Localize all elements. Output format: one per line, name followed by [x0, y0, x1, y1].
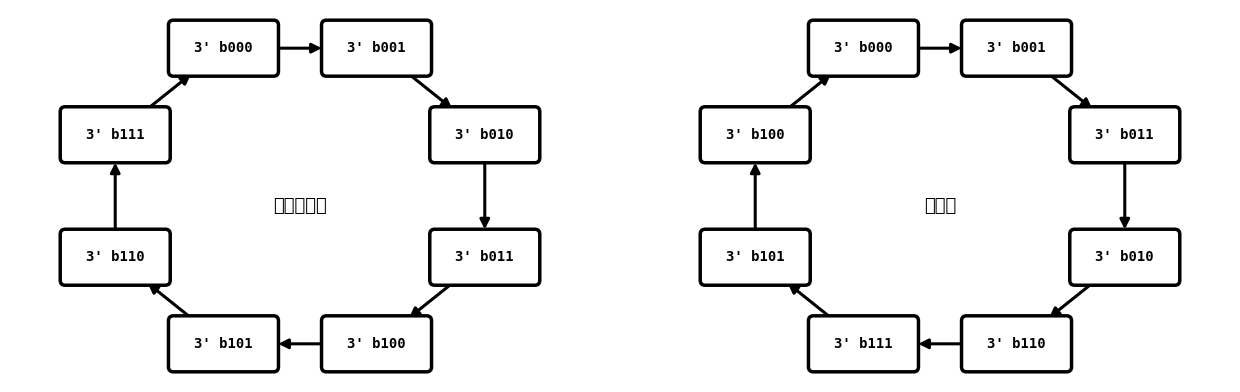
FancyBboxPatch shape — [169, 316, 279, 372]
FancyBboxPatch shape — [808, 316, 919, 372]
Text: 3' b011: 3' b011 — [455, 250, 515, 264]
FancyBboxPatch shape — [1070, 107, 1179, 163]
Text: 3' b001: 3' b001 — [987, 41, 1045, 55]
Text: 普通二进制: 普通二进制 — [273, 197, 327, 215]
FancyBboxPatch shape — [701, 107, 810, 163]
FancyBboxPatch shape — [1070, 229, 1179, 285]
FancyBboxPatch shape — [169, 20, 279, 76]
FancyBboxPatch shape — [961, 20, 1071, 76]
FancyBboxPatch shape — [321, 20, 432, 76]
Text: 3' b011: 3' b011 — [1095, 128, 1154, 142]
Text: 3' b110: 3' b110 — [987, 337, 1045, 351]
Text: 格雷码: 格雷码 — [924, 197, 956, 215]
Text: 3' b101: 3' b101 — [195, 337, 253, 351]
FancyBboxPatch shape — [61, 107, 170, 163]
FancyBboxPatch shape — [961, 316, 1071, 372]
Text: 3' b000: 3' b000 — [835, 41, 893, 55]
Text: 3' b100: 3' b100 — [347, 337, 405, 351]
Text: 3' b111: 3' b111 — [86, 128, 145, 142]
FancyBboxPatch shape — [321, 316, 432, 372]
FancyBboxPatch shape — [430, 229, 539, 285]
Text: 3' b001: 3' b001 — [347, 41, 405, 55]
Text: 3' b111: 3' b111 — [835, 337, 893, 351]
FancyBboxPatch shape — [808, 20, 919, 76]
Text: 3' b010: 3' b010 — [1095, 250, 1154, 264]
Text: 3' b010: 3' b010 — [455, 128, 515, 142]
Text: 3' b000: 3' b000 — [195, 41, 253, 55]
FancyBboxPatch shape — [430, 107, 539, 163]
FancyBboxPatch shape — [701, 229, 810, 285]
Text: 3' b110: 3' b110 — [86, 250, 145, 264]
Text: 3' b101: 3' b101 — [725, 250, 785, 264]
FancyBboxPatch shape — [61, 229, 170, 285]
Text: 3' b100: 3' b100 — [725, 128, 785, 142]
